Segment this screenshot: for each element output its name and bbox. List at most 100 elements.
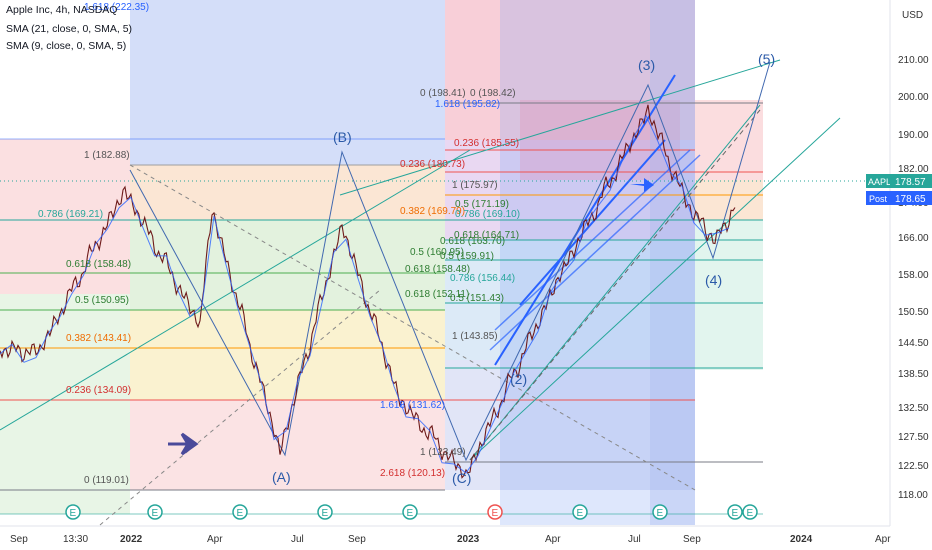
x-tick: 2022 — [120, 534, 143, 545]
y-tick: 132.50 — [898, 403, 929, 414]
fib-left-label: 0.382 (143.41) — [66, 333, 131, 344]
time-axis: Sep 13:30 2022 Apr Jul Sep 2023 Apr Jul … — [0, 525, 891, 550]
y-tick: 166.00 — [898, 233, 929, 244]
event-badge-label: E — [657, 508, 664, 519]
arrow-icon — [168, 432, 199, 456]
y-tick: 182.00 — [898, 164, 929, 175]
fib-left-label: 0 (119.01) — [84, 475, 129, 486]
fib-left-label: 0.786 (169.21) — [38, 209, 103, 220]
x-tick: Sep — [683, 534, 701, 545]
wave-label-4: (4) — [705, 272, 722, 288]
arrow-icon — [630, 178, 654, 192]
post-value: 178.65 — [895, 194, 926, 205]
fib-mid-label: 0.618 (152.11) — [405, 289, 469, 300]
fib-left-label: 0.236 (134.09) — [66, 385, 131, 396]
fib-zone-vert-blue — [500, 0, 695, 525]
y-tick: 127.50 — [898, 432, 929, 443]
fib-mid-label: 0 (198.41) — [420, 88, 466, 99]
event-badge-label: E — [237, 508, 244, 519]
ticker-label: AAPL — [868, 177, 891, 187]
fib-mid-labels: 0 (198.41) 0.236 (180.73) 1 (175.97) 0.3… — [380, 88, 519, 479]
wave-labels: (A) (B) (C) (2) (3) (4) (5) — [272, 51, 775, 486]
event-badge-label: E — [577, 508, 584, 519]
x-tick: Sep — [10, 534, 28, 545]
event-badge[interactable] — [572, 504, 588, 520]
event-badge-label: E — [322, 508, 329, 519]
y-tick: 138.50 — [898, 369, 929, 380]
x-tick: 2023 — [457, 534, 480, 545]
event-badge[interactable] — [402, 504, 418, 520]
indicator-sma21[interactable]: SMA (21, close, 0, SMA, 5) — [6, 23, 133, 35]
event-badge[interactable] — [147, 504, 163, 520]
wave-label-2: (2) — [510, 371, 527, 387]
event-badge[interactable] — [232, 504, 248, 520]
fib-zone-right-orange — [695, 180, 763, 220]
fib-mid-label: 1.618 (131.62) — [380, 400, 445, 411]
fib-zone-green2 — [130, 220, 445, 310]
event-badge[interactable] — [727, 504, 743, 520]
fib-zone-vert2 — [650, 0, 695, 525]
y-tick: 118.00 — [898, 490, 928, 501]
y-tick: 158.00 — [898, 270, 929, 281]
fib-right-label: 0.5 (171.19) — [455, 199, 509, 210]
fib-zone-blue-low — [445, 360, 695, 490]
fib-zone-red-top — [445, 0, 695, 140]
fib-mid-label: 0.5 (160.95) — [410, 247, 464, 258]
chart-title: Apple Inc, 4h, NASDAQ — [6, 4, 118, 16]
fib-right-labels: 0 (198.42) 1.618 (195.82) 0.236 (185.55)… — [435, 88, 520, 284]
fib-mid-label: 0.236 (180.73) — [400, 159, 465, 170]
fib-zone-magenta — [520, 100, 680, 180]
wave-label-3: (3) — [638, 57, 655, 73]
fib-mid-label: 1 (123.49) — [420, 447, 466, 458]
fib-mid-label: 0.382 (169.79) — [400, 206, 465, 217]
fib-right-label: 0.236 (185.55) — [454, 138, 519, 149]
fib-zone-orange — [130, 165, 445, 220]
fib-left-labels: 1.618 (222.35) 1 (182.88) 0.786 (169.21)… — [38, 2, 149, 486]
fib-mid-label: 0.618 (164.71) — [454, 230, 519, 241]
y-tick: 122.50 — [898, 461, 929, 472]
y-tick: 144.50 — [898, 338, 929, 349]
wave-label-c: (C) — [452, 470, 471, 486]
fib-zone-right-teal — [695, 220, 763, 370]
y-tick: 190.00 — [898, 130, 929, 141]
sma21-line — [0, 114, 730, 474]
fib-right-label: 1.618 (195.82) — [435, 99, 500, 110]
fib-zone-yellow — [130, 310, 445, 400]
wave-label-5: (5) — [758, 51, 775, 67]
event-badge[interactable] — [317, 504, 333, 520]
fib-zone-right-red — [695, 100, 763, 180]
wave-label-b: (B) — [333, 129, 352, 145]
fib-right-label: 0.5 (159.91) — [440, 251, 494, 262]
event-badge-label: E — [732, 508, 739, 519]
price-axis[interactable]: USD 210.00 200.00 190.00 182.00 174.00 1… — [866, 0, 932, 526]
indicator-sma9[interactable]: SMA (9, close, 0, SMA, 5) — [6, 40, 127, 52]
event-badge[interactable] — [65, 504, 81, 520]
ticker-value: 178.57 — [895, 177, 926, 188]
x-tick: Sep — [348, 534, 366, 545]
fib-zone-purple — [445, 140, 695, 240]
fib-right-label: 0 (198.42) — [470, 88, 516, 99]
event-badge-label: E — [152, 508, 159, 519]
event-badge-label: E — [492, 508, 499, 519]
fib-left-label: 0.5 (150.95) — [75, 295, 129, 306]
event-badge[interactable] — [487, 504, 503, 520]
y-tick: 150.50 — [898, 307, 929, 318]
ticker-price-tag: AAPL 178.57 — [866, 174, 932, 188]
fib-mid-label: 1 (175.97) — [452, 180, 498, 191]
fib-zones — [0, 0, 763, 525]
y-tick: 200.00 — [898, 92, 929, 103]
fib-right-label: 0.618 (163.70) — [440, 236, 505, 247]
x-tick: Jul — [291, 534, 304, 545]
post-label: Post — [869, 194, 888, 204]
event-badge-label: E — [70, 508, 77, 519]
event-badge[interactable] — [652, 504, 668, 520]
fib-left-label: 0.618 (158.48) — [66, 259, 131, 270]
event-badge[interactable] — [742, 504, 758, 520]
x-tick: Jul — [628, 534, 641, 545]
fib-left-label: 1.618 (222.35) — [84, 2, 149, 13]
fib-zone-green — [0, 294, 130, 514]
wave-label-a: (A) — [272, 469, 291, 485]
